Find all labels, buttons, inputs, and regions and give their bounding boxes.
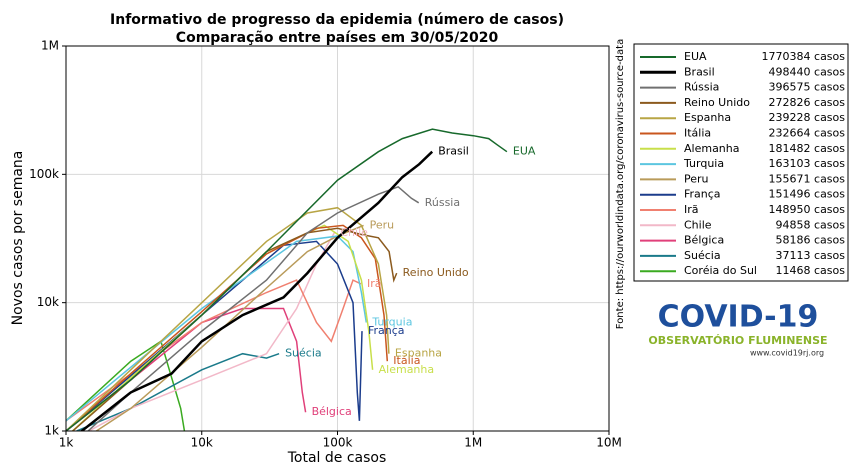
series-end-label: Suécia — [285, 347, 322, 360]
legend-label: Bélgica — [684, 234, 724, 247]
grid: 1k 10k 100k 1M 10M 1k 10k 100k 1M — [29, 39, 622, 450]
y-tick-label: 1k — [44, 424, 59, 438]
series-line — [66, 128, 508, 431]
series-line — [66, 224, 389, 431]
legend-label: Irã — [684, 203, 699, 216]
y-axis-label: Novos casos por semana — [10, 151, 26, 326]
series-line — [66, 307, 307, 431]
legend-label: Brasil — [684, 65, 715, 78]
legend-total: 1770384 casos — [762, 50, 846, 63]
plot-lines — [66, 128, 508, 431]
series-end-label: Chile — [340, 226, 368, 239]
chart-subtitle: Comparação entre países em 30/05/2020 — [176, 30, 499, 46]
legend-total: 181482 casos — [769, 142, 846, 155]
series-end-label: Irã — [367, 277, 382, 290]
logo-title: COVID-19 — [658, 300, 819, 335]
legend-total: 163103 casos — [769, 157, 846, 170]
legend-total: 232664 casos — [769, 127, 846, 140]
legend-total: 396575 casos — [769, 81, 846, 94]
legend-label: Itália — [684, 127, 711, 140]
series-line — [79, 150, 434, 431]
x-tick-label: 10M — [596, 436, 622, 450]
legend-label: Rússia — [684, 81, 719, 94]
legend-total: 272826 casos — [769, 96, 846, 109]
series-line — [66, 279, 362, 422]
y-tick-label: 1M — [41, 39, 59, 53]
series-end-label: França — [368, 324, 405, 337]
legend-label: Chile — [684, 218, 712, 231]
series-end-label: Espanha — [395, 347, 442, 360]
legend-label: Suécia — [684, 249, 721, 262]
legend-total: 148950 casos — [769, 203, 846, 216]
legend-label: Coréia do Sul — [684, 264, 757, 277]
y-tick-label: 10k — [37, 295, 59, 309]
series-end-label: Peru — [370, 218, 395, 231]
x-axis-label: Total de casos — [287, 450, 387, 466]
logo: COVID-19 OBSERVATÓRIO FLUMINENSE www.cov… — [648, 300, 827, 358]
series-line — [86, 185, 420, 431]
legend-label: Turquia — [683, 157, 724, 170]
plot-frame — [65, 45, 610, 432]
series-line — [66, 340, 186, 431]
legend-label: França — [684, 188, 721, 201]
y-tick-label: 100k — [29, 167, 59, 181]
legend-total: 155671 casos — [769, 172, 846, 185]
legend-total: 37113 casos — [776, 249, 846, 262]
logo-subtitle: OBSERVATÓRIO FLUMINENSE — [648, 334, 827, 347]
legend-label: Reino Unido — [684, 96, 750, 109]
series-line — [71, 224, 374, 431]
series-end-label: Rússia — [425, 196, 460, 209]
legend-label: EUA — [684, 50, 707, 63]
legend-label: Espanha — [684, 111, 731, 124]
x-tick-label: 10k — [191, 436, 213, 450]
legend-label: Peru — [684, 172, 709, 185]
series-line — [66, 240, 363, 431]
legend-total: 239228 casos — [769, 111, 846, 124]
legend-total: 11468 casos — [776, 264, 846, 277]
x-tick-label: 1k — [59, 436, 74, 450]
series-end-label: Reino Unido — [403, 266, 469, 279]
series-end-label: EUA — [513, 145, 536, 158]
series-line — [66, 206, 390, 431]
chart-title: Informativo de progresso da epidemia (nú… — [110, 12, 564, 28]
x-tick-label: 1M — [464, 436, 482, 450]
x-tick-label: 100k — [323, 436, 353, 450]
legend: EUA 1770384 casos Brasil 498440 casos Rússia… — [640, 50, 845, 277]
series-line — [76, 352, 280, 431]
series-line — [66, 235, 368, 422]
legend-total: 151496 casos — [769, 188, 846, 201]
series-end-label: Alemanha — [379, 363, 435, 376]
source-note: Fonte: https://ourworldindata.org/corona… — [615, 39, 626, 329]
end-labels: Suécia Bélgica Chile Irã França Peru Turquia Al… — [285, 145, 536, 419]
legend-label: Alemanha — [684, 142, 740, 155]
series-end-label: Brasil — [438, 145, 469, 158]
series-end-label: Turquia — [371, 316, 412, 329]
legend-total: 498440 casos — [769, 65, 846, 78]
series-end-label: Bélgica — [312, 405, 352, 418]
legend-total: 94858 casos — [776, 218, 846, 231]
series-end-label: Itália — [393, 354, 420, 367]
legend-total: 58186 casos — [776, 234, 846, 247]
logo-url: www.covid19rj.org — [750, 349, 824, 358]
